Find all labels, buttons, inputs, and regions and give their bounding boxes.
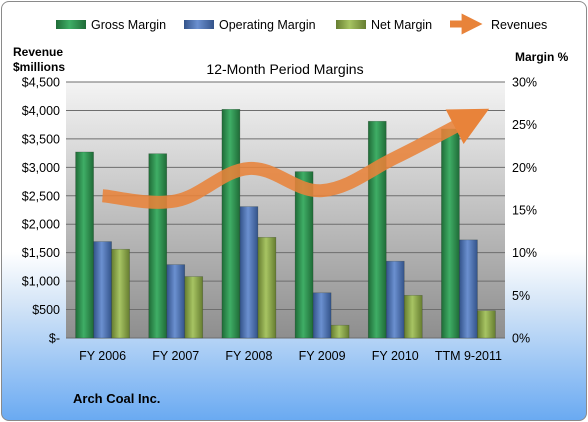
left-tick-label: $3,000 [22,161,60,175]
left-tick-label: $500 [32,303,60,317]
bar-operating-margin [385,260,405,339]
bar-net-margin [111,248,130,339]
bar-gross-margin [148,153,168,339]
chart-title: 12-Month Period Margins [206,61,363,77]
legend-label-gross-margin: Gross Margin [91,18,166,32]
x-tick-label: FY 2009 [299,349,346,363]
legend-swatch-gross-margin [56,20,86,29]
bar-operating-margin [93,241,112,339]
left-tick-label: $2,000 [22,218,60,232]
right-tick-label: 30% [512,76,537,90]
right-tick-label: 25% [512,118,537,132]
right-tick-label: 10% [512,246,537,260]
left-tick-label: $1,500 [22,246,60,260]
legend-label-net-margin: Net Margin [371,18,432,32]
bar-gross-margin [294,171,314,339]
left-tick-label: $1,000 [22,275,60,289]
x-tick-label: FY 2007 [152,349,199,363]
bar-gross-margin [221,109,241,339]
left-tick-label: $4,500 [22,76,60,90]
left-tick-label: $4,000 [22,104,60,118]
legend-swatch-net-margin [336,20,366,29]
right-axis-label: Margin % [515,50,569,64]
bar-net-margin [184,276,204,339]
bar-net-margin [330,324,350,339]
bar-operating-margin [166,264,186,339]
left-axis-label-line2: $millions [13,60,65,74]
left-axis-label-line1: Revenue [13,45,63,59]
bar-net-margin [257,237,277,339]
bar-gross-margin [367,120,387,339]
footer-company: Arch Coal Inc. [73,391,160,406]
right-tick-label: 0% [512,332,530,346]
bar-operating-margin [459,239,478,339]
legend: Gross Margin Operating Margin Net Margin… [56,13,547,35]
right-tick-label: 20% [512,161,537,175]
plot-area [66,82,505,338]
bar-gross-margin [75,151,94,339]
right-tick-label: 15% [512,204,537,218]
legend-label-operating-margin: Operating Margin [219,18,316,32]
bar-net-margin [403,295,423,339]
revenue-line [101,108,490,209]
bar-net-margin [477,310,496,339]
legend-swatch-operating-margin [184,20,214,29]
left-tick-label: $2,500 [22,189,60,203]
bar-gross-margin [441,128,460,339]
axes: $- $500 $1,000 $1,500 $2,000 $2,500 $3,000 $3,5… [22,76,537,364]
left-tick-label: $3,500 [22,132,60,146]
x-tick-label: FY 2008 [225,349,272,363]
right-tick-label: 5% [512,289,530,303]
left-tick-label: $- [49,332,60,346]
revenue-line-path [101,108,490,209]
bar-operating-margin [312,292,332,339]
x-tick-label: FY 2010 [372,349,419,363]
bar-operating-margin [239,206,259,339]
x-tick-label: FY 2006 [79,349,126,363]
x-tick-label: TTM 9-2011 [435,349,502,363]
legend-label-revenues: Revenues [491,18,547,32]
